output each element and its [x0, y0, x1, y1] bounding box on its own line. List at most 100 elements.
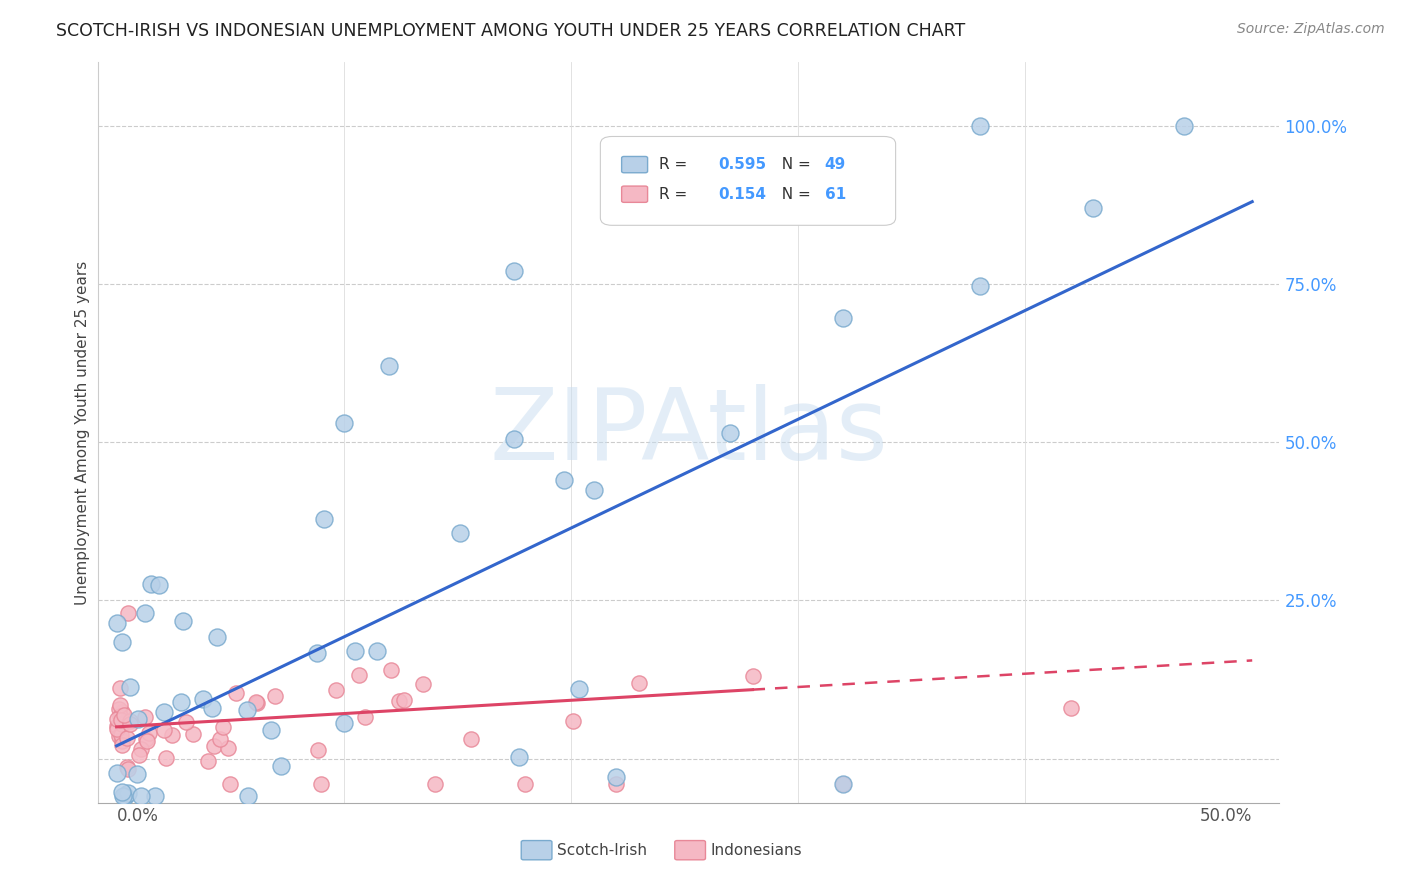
- Point: [134, 606, 156, 620]
- FancyBboxPatch shape: [621, 186, 648, 202]
- Point: [111, 716, 134, 731]
- Point: [219, 777, 242, 791]
- Point: [718, 425, 741, 440]
- FancyBboxPatch shape: [522, 840, 553, 860]
- Point: [108, 681, 131, 695]
- Point: [238, 789, 260, 804]
- Point: [378, 359, 401, 374]
- Point: [212, 720, 235, 734]
- Point: [155, 751, 177, 765]
- Point: [174, 715, 197, 730]
- Point: [333, 715, 356, 730]
- Point: [117, 606, 139, 620]
- Text: N =: N =: [772, 157, 815, 172]
- Point: [832, 777, 855, 791]
- Text: 49: 49: [825, 157, 846, 172]
- Text: R =: R =: [659, 157, 693, 172]
- Point: [105, 719, 128, 733]
- Point: [108, 702, 131, 716]
- Text: SCOTCH-IRISH VS INDONESIAN UNEMPLOYMENT AMONG YOUTH UNDER 25 YEARS CORRELATION C: SCOTCH-IRISH VS INDONESIAN UNEMPLOYMENT …: [56, 22, 966, 40]
- Text: 61: 61: [825, 186, 846, 202]
- Point: [503, 264, 526, 278]
- Point: [197, 754, 219, 768]
- Point: [307, 742, 329, 756]
- Point: [508, 750, 530, 764]
- Text: Indonesians: Indonesians: [710, 843, 801, 858]
- Point: [245, 695, 267, 709]
- Point: [305, 646, 328, 660]
- Point: [202, 739, 225, 753]
- Point: [201, 700, 224, 714]
- Point: [143, 789, 166, 804]
- Point: [503, 432, 526, 446]
- Point: [114, 789, 136, 804]
- Point: [515, 777, 537, 791]
- Point: [412, 677, 434, 691]
- Point: [380, 663, 402, 677]
- Point: [115, 760, 138, 774]
- Point: [139, 577, 162, 591]
- Point: [314, 512, 336, 526]
- Point: [108, 709, 131, 723]
- Point: [191, 692, 214, 706]
- Point: [118, 717, 141, 731]
- Point: [627, 675, 650, 690]
- Point: [170, 695, 193, 709]
- Point: [108, 729, 131, 743]
- Text: 50.0%: 50.0%: [1199, 807, 1253, 825]
- Point: [235, 703, 257, 717]
- Point: [135, 734, 157, 748]
- FancyBboxPatch shape: [621, 156, 648, 173]
- Text: N =: N =: [772, 186, 815, 202]
- Point: [112, 708, 135, 723]
- Point: [832, 777, 855, 791]
- Point: [718, 201, 741, 215]
- Point: [131, 742, 153, 756]
- Point: [1059, 701, 1081, 715]
- Point: [260, 723, 283, 737]
- Point: [138, 726, 160, 740]
- Point: [107, 616, 129, 631]
- Point: [392, 692, 415, 706]
- Point: [110, 739, 132, 753]
- Text: 0.154: 0.154: [718, 186, 766, 202]
- Point: [117, 786, 139, 800]
- Point: [114, 789, 136, 804]
- Point: [460, 732, 482, 747]
- Point: [127, 767, 149, 781]
- Text: Source: ZipAtlas.com: Source: ZipAtlas.com: [1237, 22, 1385, 37]
- FancyBboxPatch shape: [600, 136, 896, 226]
- Point: [172, 614, 194, 628]
- Point: [111, 734, 134, 748]
- Point: [128, 748, 150, 763]
- Point: [832, 311, 855, 326]
- Point: [561, 714, 583, 728]
- Point: [741, 669, 763, 683]
- Point: [1173, 119, 1195, 133]
- Point: [135, 731, 157, 746]
- Point: [270, 758, 292, 772]
- Text: 0.0%: 0.0%: [117, 807, 159, 825]
- Point: [209, 732, 232, 747]
- Point: [148, 578, 170, 592]
- Point: [309, 777, 332, 791]
- Point: [264, 689, 287, 703]
- Point: [105, 712, 128, 726]
- Point: [205, 630, 228, 644]
- Point: [246, 696, 269, 710]
- Point: [110, 698, 132, 713]
- Point: [110, 728, 132, 742]
- Point: [111, 706, 134, 720]
- Point: [969, 119, 991, 133]
- Point: [347, 667, 370, 681]
- Point: [969, 279, 991, 293]
- Point: [110, 709, 132, 723]
- Point: [423, 777, 446, 791]
- Text: Scotch-Irish: Scotch-Irish: [557, 843, 647, 858]
- Point: [605, 771, 627, 785]
- Point: [605, 777, 627, 791]
- Point: [1083, 201, 1105, 215]
- Point: [181, 727, 204, 741]
- Point: [117, 763, 139, 777]
- Point: [115, 731, 138, 745]
